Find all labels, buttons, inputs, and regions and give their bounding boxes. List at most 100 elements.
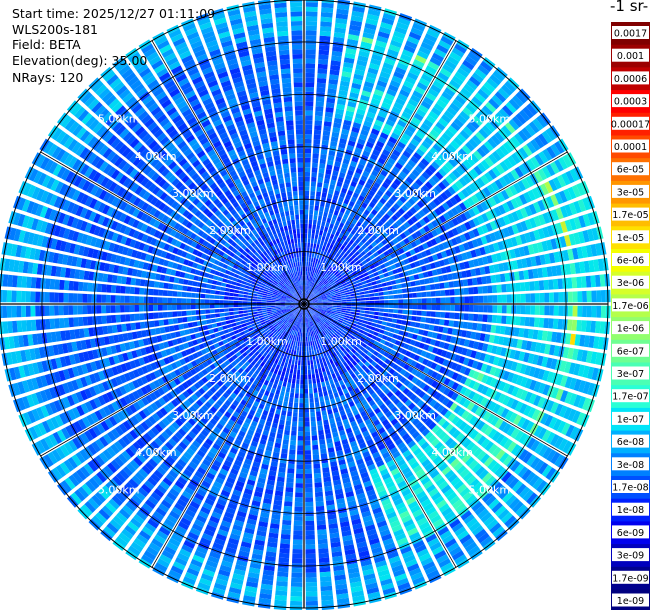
heatmap-cell xyxy=(381,231,388,239)
heatmap-cell xyxy=(349,290,355,294)
heatmap-cell xyxy=(402,293,408,299)
heatmap-cell xyxy=(453,280,459,288)
heatmap-cell xyxy=(327,305,333,307)
heatmap-cell xyxy=(297,365,301,370)
heatmap-cell xyxy=(313,359,317,365)
heatmap-cell xyxy=(305,44,316,50)
heatmap-cell xyxy=(387,48,399,57)
heatmap-cell xyxy=(317,63,328,70)
heatmap-cell xyxy=(321,255,325,261)
heatmap-cell xyxy=(408,197,416,206)
heatmap-cell xyxy=(440,290,446,296)
heatmap-cell xyxy=(505,315,512,325)
heatmap-cell xyxy=(383,123,393,132)
heatmap-cell xyxy=(455,225,463,234)
heatmap-cell xyxy=(306,290,308,295)
heatmap-cell xyxy=(474,192,484,202)
heatmap-cell xyxy=(457,191,466,201)
heatmap-cell xyxy=(317,259,321,265)
heatmap-cell xyxy=(314,268,318,274)
heatmap-cell xyxy=(318,172,324,179)
heatmap-cell xyxy=(306,252,310,258)
heatmap-cell xyxy=(299,332,301,337)
heatmap-cell xyxy=(335,230,340,237)
heatmap-cell xyxy=(468,219,476,229)
heatmap-cell xyxy=(538,280,545,291)
heatmap-cell xyxy=(366,251,373,257)
heatmap-cell xyxy=(332,299,337,301)
heatmap-cell xyxy=(405,189,414,197)
heatmap-cell xyxy=(373,271,379,277)
heatmap-cell xyxy=(527,189,537,201)
heatmap-cell xyxy=(439,67,452,78)
heatmap-cell xyxy=(310,293,314,297)
heatmap-cell xyxy=(292,549,303,554)
heatmap-cell xyxy=(423,96,434,106)
heatmap-cell xyxy=(352,78,363,85)
heatmap-cell xyxy=(311,430,317,436)
heatmap-cell xyxy=(552,318,559,330)
heatmap-cell xyxy=(357,55,369,63)
heatmap-cell xyxy=(426,29,440,39)
heatmap-cell xyxy=(318,429,324,436)
heatmap-cell xyxy=(339,85,349,92)
heatmap-cell xyxy=(304,181,310,187)
heatmap-cell xyxy=(435,304,441,311)
heatmap-cell xyxy=(362,253,369,260)
heatmap-cell xyxy=(491,315,498,323)
heatmap-cell xyxy=(497,87,510,100)
heatmap-cell xyxy=(401,253,408,260)
heatmap-cell xyxy=(304,384,308,389)
heatmap-cell xyxy=(554,159,564,172)
heatmap-cell xyxy=(355,64,366,72)
heatmap-cell xyxy=(283,377,288,383)
heatmap-cell xyxy=(374,231,381,238)
heatmap-cell xyxy=(293,530,303,536)
heatmap-cell xyxy=(494,131,505,143)
heatmap-cell xyxy=(307,238,311,243)
heatmap-cell xyxy=(332,245,337,251)
heatmap-cell xyxy=(530,305,536,315)
heatmap-cell xyxy=(486,77,499,89)
heatmap-cell xyxy=(356,59,368,67)
heatmap-cell xyxy=(452,169,461,179)
heatmap-cell xyxy=(473,150,483,161)
heatmap-cell xyxy=(362,85,373,93)
heatmap-cell xyxy=(305,483,313,488)
heatmap-cell xyxy=(356,253,363,260)
heatmap-cell xyxy=(384,201,392,209)
heatmap-cell xyxy=(452,98,464,109)
heatmap-cell xyxy=(341,218,347,224)
heatmap-cell xyxy=(321,192,327,198)
heatmap-cell xyxy=(469,153,480,164)
heatmap-cell xyxy=(305,289,307,295)
heatmap-cell xyxy=(504,122,516,134)
heatmap-cell xyxy=(281,410,287,416)
heatmap-cell xyxy=(346,226,353,233)
heatmap-cell xyxy=(376,80,388,88)
heatmap-cell xyxy=(423,154,433,163)
heatmap-cell xyxy=(313,289,317,294)
heatmap-cell xyxy=(308,374,312,380)
heatmap-cell xyxy=(459,213,468,222)
heatmap-cell xyxy=(304,153,311,158)
heatmap-cell xyxy=(320,401,325,407)
heatmap-cell xyxy=(418,236,426,244)
heatmap-cell xyxy=(538,151,549,164)
heatmap-cell xyxy=(498,108,510,120)
heatmap-cell xyxy=(455,95,466,106)
heatmap-cell xyxy=(305,266,308,272)
heatmap-cell xyxy=(481,276,487,285)
heatmap-cell xyxy=(577,305,583,317)
heatmap-cell xyxy=(381,205,389,213)
heatmap-cell xyxy=(427,231,434,239)
heatmap-cell xyxy=(526,141,537,154)
heatmap-cell xyxy=(363,227,370,234)
heatmap-cell xyxy=(314,290,318,295)
heatmap-cell xyxy=(296,346,300,351)
heatmap-cell xyxy=(368,190,376,197)
heatmap-cell xyxy=(332,285,338,289)
heatmap-cell xyxy=(309,266,312,272)
heatmap-cell xyxy=(473,313,479,322)
heatmap-cell xyxy=(308,346,312,351)
